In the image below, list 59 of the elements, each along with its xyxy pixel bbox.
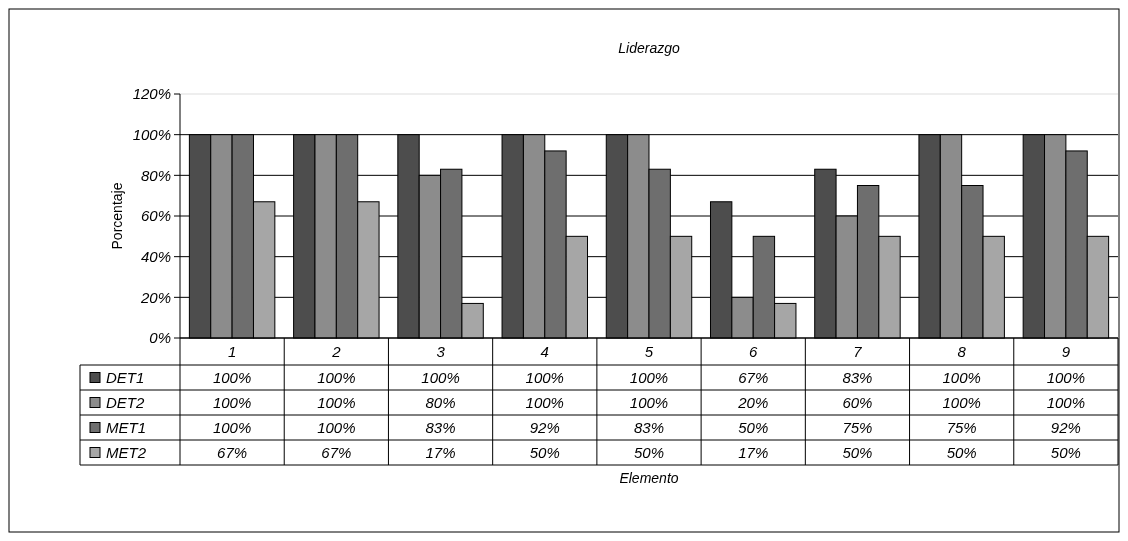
x-tick-label: 3	[436, 342, 446, 360]
legend-label: MET1	[106, 418, 147, 436]
data-label: 50%	[738, 418, 769, 436]
data-label: 100%	[1046, 393, 1086, 411]
data-label: 83%	[842, 368, 873, 386]
data-label: 100%	[629, 368, 669, 386]
data-label: 92%	[1050, 418, 1081, 436]
x-tick-label: 4	[540, 342, 549, 360]
y-tick-label: 80%	[140, 166, 171, 184]
data-label: 17%	[425, 443, 456, 461]
legend-label: DET2	[106, 393, 145, 411]
data-label: 50%	[1050, 443, 1081, 461]
legend-label: MET2	[106, 443, 147, 461]
data-label: 75%	[946, 418, 977, 436]
x-tick-label: 5	[644, 342, 654, 360]
data-label: 100%	[212, 393, 252, 411]
data-label: 100%	[525, 393, 564, 411]
text: Elemento	[619, 470, 679, 486]
data-label: 100%	[629, 393, 669, 411]
data-label: 100%	[1046, 368, 1086, 386]
data-label: 83%	[633, 418, 665, 436]
legend-label: DET1	[106, 368, 145, 386]
x-tick-label: 8	[957, 342, 967, 360]
data-label: 75%	[842, 418, 873, 436]
x-tick-label: 9	[1061, 342, 1071, 360]
data-label: 20%	[737, 393, 769, 411]
data-label: 80%	[425, 393, 456, 411]
data-label: 100%	[317, 368, 356, 386]
data-label: 100%	[212, 368, 252, 386]
data-label: 100%	[942, 368, 981, 386]
x-tick-label: 2	[331, 342, 342, 360]
data-label: 50%	[842, 443, 873, 461]
data-label: 17%	[738, 443, 769, 461]
data-label: 100%	[212, 418, 252, 436]
data-label: 60%	[842, 393, 873, 411]
data-label: 50%	[633, 443, 665, 461]
data-label: 100%	[421, 368, 460, 386]
data-label: 100%	[942, 393, 981, 411]
data-label: 100%	[317, 418, 356, 436]
y-axis-title: Porcentaje	[109, 182, 125, 250]
data-label: 100%	[525, 368, 564, 386]
x-tick-label: 1	[227, 342, 237, 360]
y-tick-label: 120%	[132, 85, 171, 103]
x-tick-label: 7	[853, 342, 863, 360]
y-tick-label: 20%	[139, 288, 171, 306]
data-label: 50%	[946, 443, 977, 461]
data-label: 67%	[738, 368, 769, 386]
data-label: 67%	[217, 443, 248, 461]
data-label: 50%	[529, 443, 560, 461]
y-tick-label: 100%	[132, 125, 171, 143]
data-label: 92%	[529, 418, 560, 436]
chart-title: Liderazgo	[618, 40, 680, 56]
x-tick-label: 6	[749, 342, 759, 360]
y-tick-label: 60%	[140, 207, 171, 225]
y-tick-label: 0%	[149, 329, 171, 347]
data-label: 100%	[317, 393, 356, 411]
y-tick-label: 40%	[140, 247, 171, 265]
data-label: 83%	[425, 418, 456, 436]
data-label: 67%	[321, 443, 352, 461]
